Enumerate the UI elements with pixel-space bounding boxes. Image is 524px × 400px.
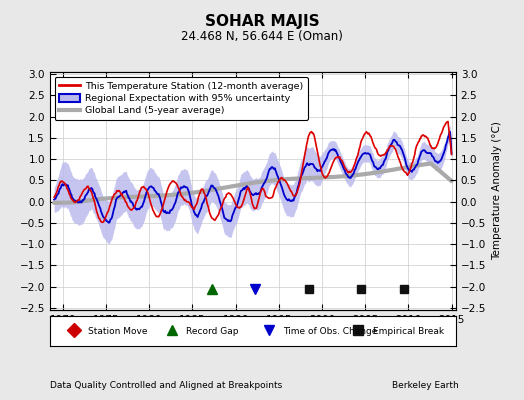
Text: Berkeley Earth: Berkeley Earth [392, 381, 458, 390]
Text: Record Gap: Record Gap [186, 326, 238, 336]
Text: Station Move: Station Move [89, 326, 148, 336]
Text: SOHAR MAJIS: SOHAR MAJIS [205, 14, 319, 29]
Text: Data Quality Controlled and Aligned at Breakpoints: Data Quality Controlled and Aligned at B… [50, 381, 282, 390]
Legend: This Temperature Station (12-month average), Regional Expectation with 95% uncer: This Temperature Station (12-month avera… [54, 77, 308, 120]
Text: Empirical Break: Empirical Break [373, 326, 444, 336]
Text: Time of Obs. Change: Time of Obs. Change [283, 326, 378, 336]
Text: 24.468 N, 56.644 E (Oman): 24.468 N, 56.644 E (Oman) [181, 30, 343, 43]
Y-axis label: Temperature Anomaly (°C): Temperature Anomaly (°C) [492, 122, 501, 260]
